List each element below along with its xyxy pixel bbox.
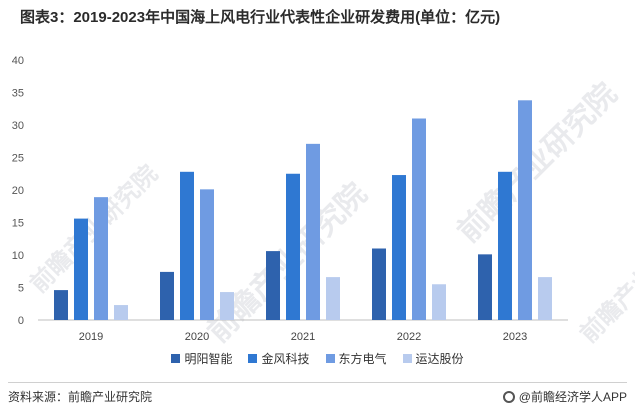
bar-东方电气-2019 [94,197,108,320]
y-tick-label: 25 [12,153,24,165]
legend-swatch [171,354,181,363]
y-tick-label: 20 [12,185,24,197]
watermark-text: 前瞻产业研究院 [451,76,624,249]
legend-item: 运达股份 [402,350,464,367]
x-tick-label: 2023 [503,331,527,343]
bar-金风科技-2022 [392,175,406,320]
bar-金风科技-2020 [180,171,194,320]
bar-东方电气-2020 [200,189,214,320]
bar-明阳智能-2020 [160,271,174,320]
legend-label: 金风科技 [261,352,310,366]
bar-layer [54,100,552,320]
legend-label: 东方电气 [338,352,387,366]
y-tick-label: 35 [12,88,24,100]
brand-logo-icon [502,390,515,403]
bar-金风科技-2021 [286,173,300,320]
footer: 资料来源：前瞻产业研究院 @前瞻经济学人APP [8,388,627,405]
watermark-text: 前瞻产业研究院 [574,210,635,349]
legend-label: 明阳智能 [184,352,233,366]
bar-金风科技-2023 [498,171,512,320]
brand-credit: @前瞻经济学人APP [502,388,627,405]
y-tick-label: 0 [18,315,24,327]
watermark-text: 前瞻产业研究院 [24,160,163,299]
legend-item: 东方电气 [325,350,387,367]
bar-运达股份-2023 [538,277,552,320]
bar-运达股份-2020 [220,292,234,320]
bar-运达股份-2021 [326,277,340,320]
legend-swatch [402,354,412,363]
bar-金风科技-2019 [74,218,88,320]
x-tick-label: 2019 [79,331,103,343]
x-tick-label: 2021 [291,331,315,343]
bar-东方电气-2021 [306,143,320,320]
x-tick-label: 2022 [397,331,421,343]
source-text: 资料来源：前瞻产业研究院 [8,390,153,404]
legend-swatch [325,354,335,363]
bar-运达股份-2022 [432,284,446,320]
brand-text: @前瞻经济学人APP [518,390,627,404]
chart-title: 图表3：2019-2023年中国海上风电行业代表性企业研发费用(单位：亿元) [20,9,501,26]
y-tick-label: 5 [18,283,24,295]
y-tick-label: 30 [12,120,24,132]
chart-svg: 前瞻产业研究院 前瞻产业研究院 前瞻产业研究院 前瞻产业研究院 05101520… [12,55,635,349]
footer-divider [8,382,627,383]
x-tick-label: 2020 [185,331,209,343]
bar-明阳智能-2023 [478,254,492,320]
bar-明阳智能-2019 [54,290,68,320]
legend-item: 金风科技 [248,350,310,367]
bar-东方电气-2023 [518,100,532,320]
y-tick-label: 10 [12,250,24,262]
chart-legend: 明阳智能 金风科技 东方电气 运达股份 [0,350,635,367]
y-tick-label: 15 [12,218,24,230]
bar-chart: 前瞻产业研究院 前瞻产业研究院 前瞻产业研究院 前瞻产业研究院 05101520… [0,44,635,384]
legend-swatch [248,354,258,363]
bar-明阳智能-2022 [372,248,386,320]
legend-label: 运达股份 [415,352,464,366]
bar-明阳智能-2021 [266,251,280,320]
bar-运达股份-2019 [114,305,128,320]
bar-东方电气-2022 [412,118,426,320]
y-tick-label: 40 [12,55,24,67]
legend-item: 明阳智能 [171,350,232,367]
